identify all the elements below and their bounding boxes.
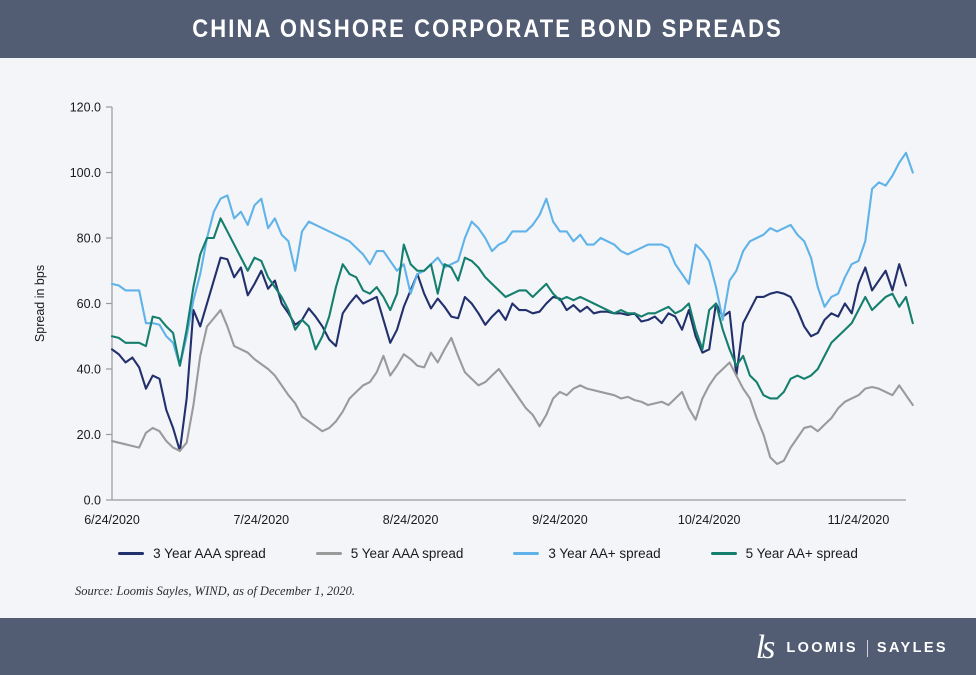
- chart-plot-area: 0.0 20.0 40.0 60.0 80.0 100.0 120.0 Spread in b…: [0, 58, 976, 618]
- legend-item-label: 5 Year AAA spread: [350, 546, 464, 561]
- series-line-3: [110, 217, 914, 400]
- brand-name-right: SAYLES: [876, 640, 948, 656]
- brand-logo: ls LOOMIS SAYLES: [756, 628, 948, 668]
- y-tick-label: 20.0: [77, 428, 101, 442]
- x-tick-label: 6/24/2020: [84, 513, 140, 527]
- legend-swatch-icon: [315, 552, 342, 555]
- brand-divider: [866, 639, 868, 657]
- y-tick-label: 0.0: [84, 494, 101, 508]
- source-note: Source: Loomis Sayles, WIND, as of Decem…: [75, 584, 356, 598]
- brand-name-left: LOOMIS: [786, 640, 858, 656]
- legend-item-label: 5 Year AA+ spread: [745, 546, 858, 561]
- legend-item-label: 3 Year AA+ spread: [548, 546, 661, 561]
- y-tick-label: 100.0: [70, 166, 101, 180]
- legend-swatch-icon: [118, 552, 145, 555]
- legend-item-3[interactable]: 5 Year AA+ spread: [710, 546, 858, 561]
- legend-item-1[interactable]: 5 Year AAA spread: [315, 546, 464, 561]
- legend-swatch-icon: [513, 552, 540, 555]
- x-tick-label: 10/24/2020: [678, 513, 741, 527]
- y-tick-label: 120.0: [70, 101, 101, 115]
- line-chart: 0.0 20.0 40.0 60.0 80.0 100.0 120.0 Spread in b…: [33, 101, 914, 527]
- x-tick-label: 11/24/2020: [828, 513, 890, 527]
- x-tick-label: 7/24/2020: [233, 513, 289, 527]
- y-axis-title: Spread in bps: [33, 265, 47, 342]
- x-tick-label: 9/24/2020: [532, 513, 588, 527]
- ls-monogram-icon: ls: [755, 629, 776, 666]
- y-tick-label: 40.0: [77, 363, 101, 377]
- header-bar: CHINA ONSHORE CORPORATE BOND SPREADS: [0, 0, 976, 58]
- legend-swatch-icon: [710, 552, 737, 555]
- series-line-0: [110, 256, 908, 452]
- legend-item-label: 3 Year AAA spread: [153, 546, 266, 561]
- legend-item-2[interactable]: 3 Year AA+ spread: [513, 546, 661, 561]
- x-tick-label: 8/24/2020: [383, 513, 439, 527]
- legend-item-0[interactable]: 3 Year AAA spread: [118, 546, 266, 561]
- footer-bar: [0, 618, 976, 675]
- y-tick-label: 60.0: [77, 297, 101, 311]
- page-title: CHINA ONSHORE CORPORATE BOND SPREADS: [192, 14, 784, 43]
- chart-legend: 3 Year AAA spread 5 Year AAA spread 3 Year…: [0, 546, 976, 561]
- series-line-1: [110, 309, 914, 466]
- y-tick-label: 80.0: [77, 232, 101, 246]
- series-line-2: [110, 151, 914, 367]
- brand-wordmark: LOOMIS SAYLES: [786, 639, 948, 657]
